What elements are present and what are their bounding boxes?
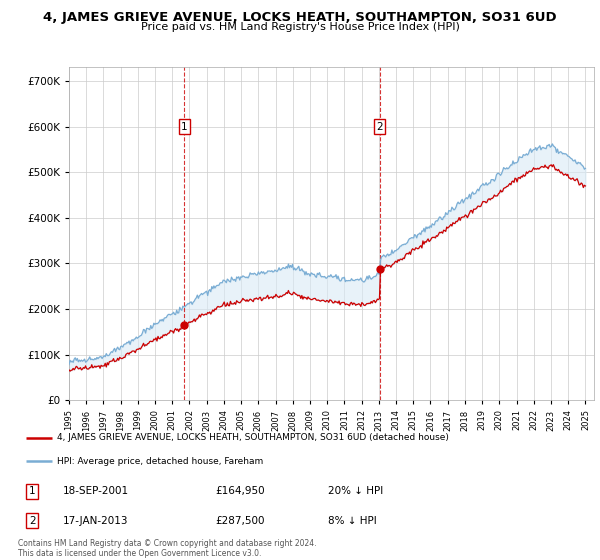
Text: 18-SEP-2001: 18-SEP-2001 [63,486,129,496]
Text: £164,950: £164,950 [215,486,265,496]
Text: HPI: Average price, detached house, Fareham: HPI: Average price, detached house, Fare… [58,457,264,466]
Text: 2: 2 [376,122,383,132]
Text: 4, JAMES GRIEVE AVENUE, LOCKS HEATH, SOUTHAMPTON, SO31 6UD (detached house): 4, JAMES GRIEVE AVENUE, LOCKS HEATH, SOU… [58,433,449,442]
Text: 17-JAN-2013: 17-JAN-2013 [63,516,128,526]
Text: 1: 1 [181,122,188,132]
Text: 20% ↓ HPI: 20% ↓ HPI [328,486,383,496]
Text: Price paid vs. HM Land Registry's House Price Index (HPI): Price paid vs. HM Land Registry's House … [140,22,460,32]
Text: 8% ↓ HPI: 8% ↓ HPI [328,516,377,526]
Text: 1: 1 [29,486,35,496]
Text: £287,500: £287,500 [215,516,265,526]
Text: 2: 2 [29,516,35,526]
Text: Contains HM Land Registry data © Crown copyright and database right 2024.
This d: Contains HM Land Registry data © Crown c… [18,539,317,558]
Text: 4, JAMES GRIEVE AVENUE, LOCKS HEATH, SOUTHAMPTON, SO31 6UD: 4, JAMES GRIEVE AVENUE, LOCKS HEATH, SOU… [43,11,557,24]
